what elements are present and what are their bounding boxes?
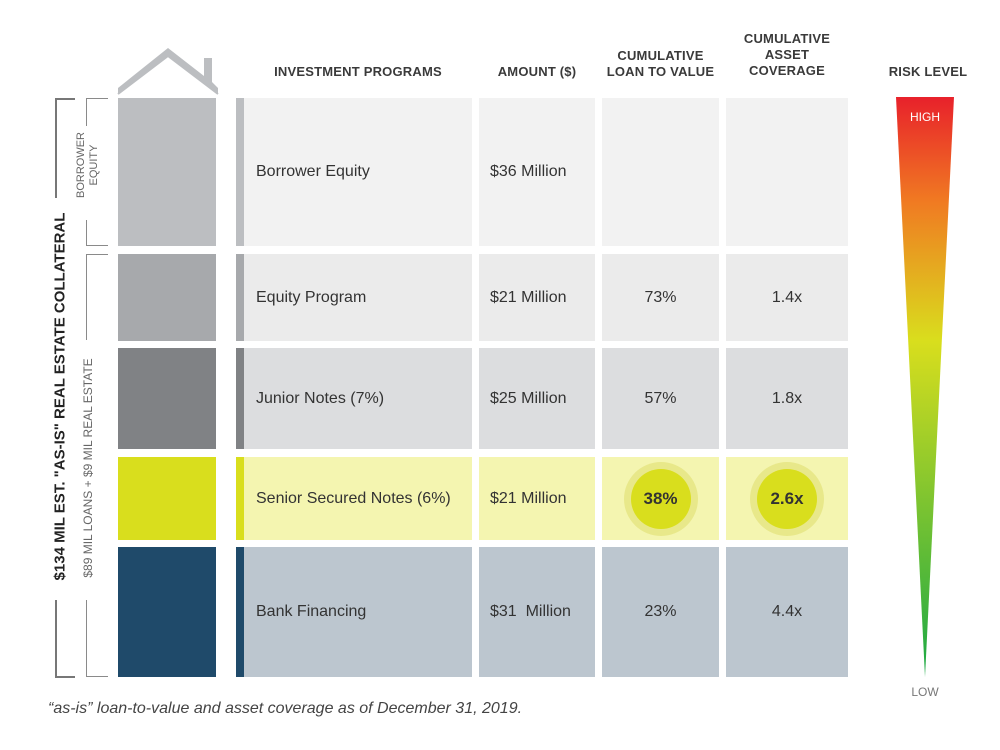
table-row: Equity Program <box>244 254 472 341</box>
footnote: “as-is” loan-to-value and asset coverage… <box>48 700 523 717</box>
program-name: Borrower Equity <box>256 163 370 180</box>
collateral-bracket-line-bottom <box>55 600 57 678</box>
ltv-cell <box>602 98 719 246</box>
collateral-bracket-top <box>55 98 75 100</box>
header-risk-level: RISK LEVEL <box>888 64 968 79</box>
amount-cell: $31 Million <box>479 547 595 677</box>
ltv-cell: 57% <box>602 348 719 449</box>
ltv-highlight-circle: 38% <box>623 461 698 536</box>
borrower-equity-label-line1: BORROWER <box>75 132 87 198</box>
coverage-value: 4.4x <box>771 603 803 620</box>
coverage-highlight-circle: 2.6x <box>750 461 824 536</box>
ltv-cell: 38% <box>602 457 719 540</box>
row-accent-junior-notes <box>236 348 244 449</box>
house-roof-icon <box>117 48 219 95</box>
risk-gradient-triangle <box>896 97 954 677</box>
ltv-cell: 23% <box>602 547 719 677</box>
risk-low-label: LOW <box>911 685 939 699</box>
amount-value: $31 Million <box>490 603 571 620</box>
collateral-bracket-bottom <box>55 676 75 678</box>
amount-value: $25 Million <box>490 389 567 407</box>
collateral-label: $134 MIL EST. "AS-IS" REAL ESTATE COLLAT… <box>51 212 69 581</box>
block-borrower-equity <box>118 98 216 246</box>
loans-label: $89 MIL LOANS + $9 MIL REAL ESTATE <box>81 358 95 578</box>
block-senior-notes <box>118 457 216 540</box>
coverage-cell: 4.4x <box>726 547 848 677</box>
table-row: Borrower Equity <box>244 98 472 246</box>
header-cumulative-ltv: CUMULATIVE LOAN TO VALUE <box>602 48 719 80</box>
coverage-cell: 1.8x <box>726 348 848 449</box>
borrower-equity-label: BORROWER EQUITY <box>75 115 101 215</box>
loans-bracket-top <box>86 254 108 255</box>
risk-high-label: HIGH <box>910 110 940 124</box>
borrower-equity-label-line2: EQUITY <box>88 144 100 186</box>
equity-bracket-line-top <box>86 98 87 126</box>
program-name: Junior Notes (7%) <box>256 389 385 407</box>
table-row: Junior Notes (7%) <box>244 348 472 449</box>
coverage-value: 1.4x <box>771 288 803 306</box>
row-accent-borrower-equity <box>236 98 244 246</box>
coverage-cell: 1.4x <box>726 254 848 341</box>
collateral-bracket-line-top <box>55 98 57 198</box>
ltv-cell: 73% <box>602 254 719 341</box>
amount-cell: $36 Million <box>479 98 595 246</box>
table-row: Bank Financing <box>244 547 472 677</box>
amount-value: $21 Million <box>490 288 567 306</box>
ltv-highlight-value: 38% <box>630 468 691 529</box>
amount-cell: $21 Million <box>479 457 595 540</box>
loans-bracket-bottom <box>86 676 108 677</box>
equity-bracket-bottom <box>86 245 108 246</box>
ltv-value: 57% <box>644 389 677 407</box>
header-investment-programs: INVESTMENT PROGRAMS <box>274 64 442 79</box>
coverage-highlight-value: 2.6x <box>757 468 817 529</box>
amount-cell: $25 Million <box>479 348 595 449</box>
loans-bracket-line-bottom <box>86 600 87 677</box>
header-cov-line2: ASSET <box>764 47 810 62</box>
ltv-value: 73% <box>644 288 677 306</box>
table-row: Senior Secured Notes (6%) <box>244 457 472 540</box>
block-bank-financing <box>118 547 216 677</box>
program-name: Equity Program <box>256 288 367 306</box>
program-name: Bank Financing <box>256 603 367 620</box>
ltv-value: 23% <box>644 603 677 620</box>
header-cov-line1: CUMULATIVE <box>743 31 831 46</box>
coverage-cell: 2.6x <box>726 457 848 540</box>
row-accent-equity-program <box>236 254 244 341</box>
header-amount: AMOUNT ($) <box>497 64 577 79</box>
amount-value: $36 Million <box>490 163 567 180</box>
header-ltv-line2: LOAN TO VALUE <box>606 64 715 79</box>
equity-bracket-line-bottom <box>86 220 87 246</box>
amount-cell: $21 Million <box>479 254 595 341</box>
header-cov-line3: COVERAGE <box>748 63 825 78</box>
program-name: Senior Secured Notes (6%) <box>256 489 451 507</box>
row-accent-senior-notes <box>236 457 244 540</box>
coverage-value: 1.8x <box>771 389 803 407</box>
equity-bracket-top <box>86 98 108 99</box>
loans-bracket-line-top <box>86 254 87 340</box>
block-equity-program <box>118 254 216 341</box>
amount-value: $21 Million <box>490 489 567 507</box>
block-junior-notes <box>118 348 216 449</box>
header-cumulative-coverage: CUMULATIVE ASSET COVERAGE <box>726 31 848 79</box>
header-ltv-line1: CUMULATIVE <box>617 48 704 63</box>
coverage-cell <box>726 98 848 246</box>
row-accent-bank-financing <box>236 547 244 677</box>
